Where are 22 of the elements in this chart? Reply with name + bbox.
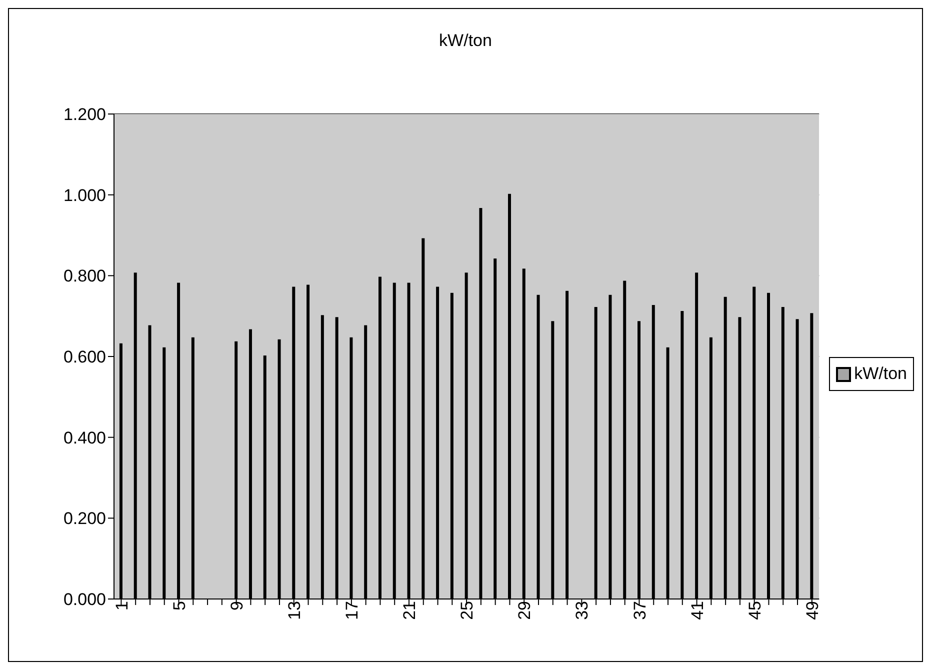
x-tick-label: 25 <box>458 601 477 620</box>
x-tick-label: 45 <box>745 601 764 620</box>
legend-label: kW/ton <box>854 364 907 384</box>
y-tick-label: 0.000 <box>63 590 106 610</box>
x-tick-label: 29 <box>515 601 534 620</box>
y-tick-label: 0.600 <box>63 348 106 367</box>
x-tick-label: 17 <box>342 601 362 620</box>
y-tick-label: 1.000 <box>63 186 106 205</box>
x-tick-label: 41 <box>688 601 707 620</box>
y-tick-label: 1.200 <box>63 105 106 124</box>
x-tick-label: 9 <box>227 601 246 610</box>
x-tick-label: 37 <box>630 601 650 620</box>
x-tick-label: 21 <box>400 601 420 620</box>
x-tick-label: 13 <box>284 601 304 620</box>
y-tick-label: 0.400 <box>63 428 106 448</box>
x-tick-label: 33 <box>572 601 592 620</box>
x-tick-label: 49 <box>802 601 822 620</box>
x-tick-label: 1 <box>112 601 132 610</box>
x-tick-label: 5 <box>170 601 189 610</box>
y-tick-label: 0.200 <box>63 509 106 528</box>
chart-title: kW/ton <box>438 31 493 51</box>
y-tick-label: 0.800 <box>63 266 106 286</box>
